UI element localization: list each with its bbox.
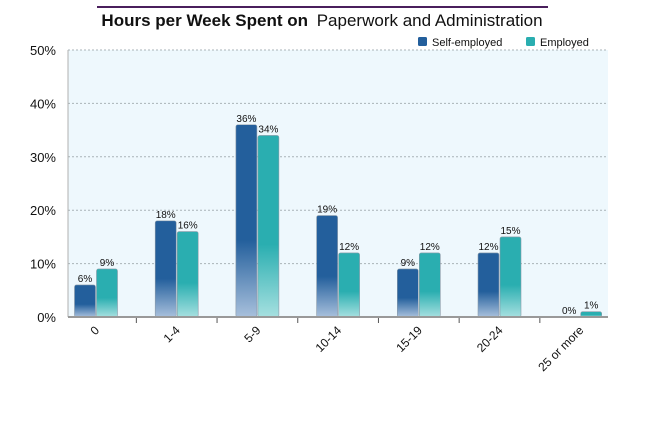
x-tick-label: 10-14 xyxy=(313,323,345,355)
bar-employed xyxy=(338,252,360,318)
bar-self-employed xyxy=(316,215,338,318)
y-tick-label: 30% xyxy=(30,150,56,165)
data-label: 9% xyxy=(100,258,115,269)
chart-title: Hours per Week Spent on Paperwork and Ad… xyxy=(101,11,542,30)
y-tick-label: 50% xyxy=(30,43,56,58)
title-bold: Hours per Week Spent on xyxy=(101,11,308,30)
legend: Self-employed Employed xyxy=(418,37,589,49)
data-label: 15% xyxy=(500,226,520,237)
bar-employed xyxy=(96,268,118,318)
x-tick-label: 15-19 xyxy=(393,323,425,355)
data-label: 34% xyxy=(258,124,278,135)
bar-self-employed xyxy=(235,124,258,318)
data-label: 19% xyxy=(317,205,337,216)
x-tick-label: 25 or more xyxy=(535,323,586,374)
data-label: 0% xyxy=(562,306,577,317)
data-label: 16% xyxy=(178,221,198,232)
data-label: 36% xyxy=(236,114,256,125)
legend-label-self-employed: Self-employed xyxy=(432,37,502,49)
bar-employed xyxy=(499,236,522,318)
data-label: 9% xyxy=(401,258,416,269)
y-tick-label: 10% xyxy=(30,257,56,272)
y-tick-label: 40% xyxy=(30,96,56,111)
plot-background xyxy=(68,50,608,317)
data-label: 12% xyxy=(420,242,440,253)
bar-employed xyxy=(176,231,199,318)
x-tick-label: 5-9 xyxy=(241,323,263,345)
data-label: 1% xyxy=(584,301,599,312)
x-tick-label: 1-4 xyxy=(161,323,183,345)
x-tick-label: 0 xyxy=(87,323,102,338)
bar-self-employed xyxy=(396,268,419,318)
data-label: 12% xyxy=(339,242,359,253)
y-tick-label: 20% xyxy=(30,203,56,218)
legend-swatch-employed xyxy=(526,37,535,46)
data-label: 12% xyxy=(478,242,498,253)
title-regular: Paperwork and Administration xyxy=(317,11,543,30)
legend-label-employed: Employed xyxy=(540,37,589,49)
legend-swatch-self-employed xyxy=(418,37,427,46)
bar-self-employed xyxy=(477,252,500,318)
data-label: 6% xyxy=(78,274,93,285)
bar-employed xyxy=(418,252,441,318)
data-label: 18% xyxy=(156,210,176,221)
bar-self-employed xyxy=(154,220,177,318)
y-tick-label: 0% xyxy=(37,310,56,325)
bar-employed xyxy=(257,135,280,318)
x-tick-label: 20-24 xyxy=(474,323,506,355)
bar-self-employed xyxy=(74,284,96,318)
